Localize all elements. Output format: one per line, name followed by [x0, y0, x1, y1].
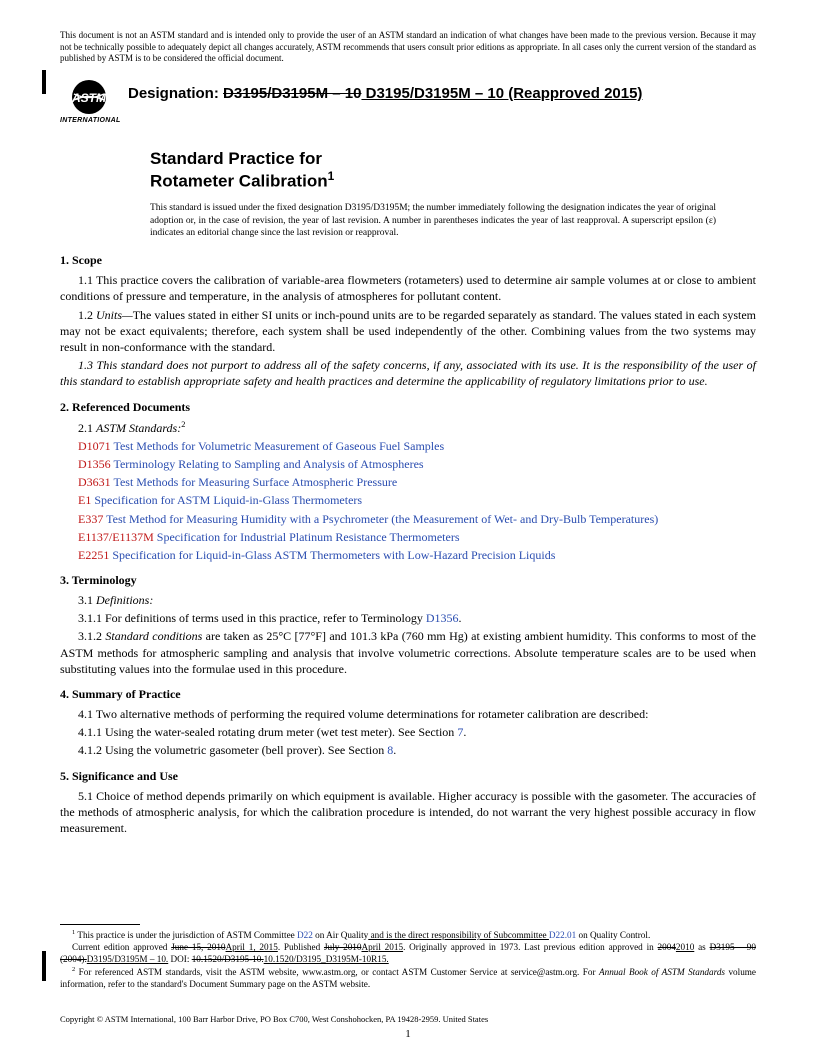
ref-code[interactable]: E1 [78, 493, 91, 507]
para-3-1-2: 3.1.2 Standard conditions are taken as 2… [60, 628, 756, 677]
para-3-1-1: 3.1.1 For definitions of terms used in t… [60, 610, 756, 626]
copyright-line: Copyright © ASTM International, 100 Barr… [60, 1014, 488, 1024]
para-1-2-tag: 1.2 [78, 308, 96, 322]
para-3-1-1-c: . [459, 611, 462, 625]
f1l2-new2: April 2015 [361, 942, 403, 952]
referenced-standard: E337 Test Method for Measuring Humidity … [78, 511, 756, 527]
para-4-1-2-a: 4.1.2 Using the volumetric gasometer (be… [78, 743, 387, 757]
referenced-standard: E1137/E1137M Specification for Industria… [78, 529, 756, 545]
f1l2-old1: June 15, 2010 [171, 942, 225, 952]
f1l2-new3: 2010 [676, 942, 694, 952]
fixed-designation-note: This standard is issued under the fixed … [150, 202, 716, 239]
footnote-1-line2: Current edition approved June 15, 2010Ap… [60, 942, 756, 966]
para-4-1-2: 4.1.2 Using the volumetric gasometer (be… [60, 742, 756, 758]
para-1-2: 1.2 Units—The values stated in either SI… [60, 307, 756, 356]
f1l2-new1: April 1, 2015 [226, 942, 278, 952]
foot1-c: on Air Quality [313, 930, 368, 940]
ref-title[interactable]: Test Methods for Volumetric Measurement … [111, 439, 444, 453]
page-number: 1 [0, 1028, 816, 1040]
para-1-2-label: Units— [96, 308, 133, 322]
title-line2: Rotameter Calibration [150, 172, 328, 191]
ref-code[interactable]: D1356 [78, 457, 111, 471]
para-3-1-2-tag: 3.1.2 [78, 629, 105, 643]
para-4-1-2-c: . [393, 743, 396, 757]
referenced-standard: D1071 Test Methods for Volumetric Measur… [78, 438, 756, 454]
footnotes: 1 This practice is under the jurisdictio… [60, 924, 756, 991]
para-1-3: 1.3 This standard does not purport to ad… [60, 357, 756, 389]
designation-old: D3195/D3195M – 10 [223, 85, 361, 102]
svg-text:ASTM: ASTM [71, 91, 107, 105]
para-1-1: 1.1 This practice covers the calibration… [60, 272, 756, 304]
ref-title[interactable]: Test Methods for Measuring Surface Atmos… [111, 475, 398, 489]
sec3-head: 3. Terminology [60, 573, 756, 588]
ref-title[interactable]: Specification for Liquid-in-Glass ASTM T… [109, 548, 555, 562]
logo-caption: INTERNATIONAL [60, 117, 118, 124]
para-4-1-1-a: 4.1.1 Using the water-sealed rotating dr… [78, 725, 457, 739]
para-3-1-2-label: Standard conditions [105, 629, 202, 643]
title-superscript: 1 [328, 169, 335, 183]
ref-title[interactable]: Test Method for Measuring Humidity with … [103, 512, 658, 526]
sec5-head: 5. Significance and Use [60, 769, 756, 784]
footnote-rule [60, 924, 140, 925]
foot2-b: Annual Book of ASTM Standards [599, 967, 725, 977]
referenced-standard: D3631 Test Methods for Measuring Surface… [78, 474, 756, 490]
para-3-1: 3.1 Definitions: [60, 592, 756, 608]
para-5-1: 5.1 Choice of method depends primarily o… [60, 788, 756, 837]
f1l2-old3: 2004 [658, 942, 676, 952]
designation-label: Designation: [128, 85, 223, 102]
para-2-1: 2.1 ASTM Standards:2 [60, 419, 756, 436]
change-bar-footnote [42, 951, 46, 981]
ref-title[interactable]: Specification for ASTM Liquid-in-Glass T… [91, 493, 362, 507]
title-line1: Standard Practice for [150, 148, 756, 169]
foot1-c2: and is the direct responsibility of Subc… [368, 930, 549, 940]
f1l2-a: Current edition approved [72, 942, 171, 952]
para-3-1-tag: 3.1 [78, 593, 96, 607]
ref-title[interactable]: Terminology Relating to Sampling and Ana… [111, 457, 424, 471]
para-2-1-label: ASTM Standards: [96, 421, 181, 435]
footnote-1: 1 This practice is under the jurisdictio… [60, 929, 756, 942]
ref-code[interactable]: E337 [78, 512, 103, 526]
foot1-link-d22[interactable]: D22 [297, 930, 313, 940]
designation-new: D3195/D3195M – 10 (Reapproved 2015) [361, 85, 642, 102]
f1l2-b: . Published [278, 942, 324, 952]
ref-code[interactable]: D3631 [78, 475, 111, 489]
designation-header: ASTM INTERNATIONAL Designation: D3195/D3… [60, 79, 756, 124]
foot2-a: For referenced ASTM standards, visit the… [75, 967, 599, 977]
ref-code[interactable]: D1071 [78, 439, 111, 453]
para-1-2-body: The values stated in either SI units or … [60, 308, 756, 354]
foot1-a: This practice is under the jurisdiction … [75, 930, 297, 940]
para-3-1-1-a: 3.1.1 For definitions of terms used in t… [78, 611, 426, 625]
para-2-1-tag: 2.1 [78, 421, 96, 435]
ref-code[interactable]: E1137/E1137M [78, 530, 154, 544]
change-bar-header [42, 70, 46, 94]
astm-logo: ASTM INTERNATIONAL [60, 79, 118, 124]
ref-code[interactable]: E2251 [78, 548, 109, 562]
designation-line: Designation: D3195/D3195M – 10 D3195/D31… [128, 79, 642, 102]
foot1-e: on Quality Control. [576, 930, 650, 940]
foot1-link-d2201[interactable]: D22.01 [549, 930, 576, 940]
f1l2-c: . Originally approved in 1973. Last prev… [403, 942, 657, 952]
sec4-head: 4. Summary of Practice [60, 687, 756, 702]
sec1-head: 1. Scope [60, 253, 756, 268]
f1l3-old2: 10.1520/D3195-10. [192, 954, 264, 964]
title-block: Standard Practice for Rotameter Calibrat… [150, 148, 756, 192]
referenced-standard: E1 Specification for ASTM Liquid-in-Glas… [78, 492, 756, 508]
para-2-1-sup: 2 [181, 420, 185, 429]
f1l2-old2: July 2010 [324, 942, 362, 952]
para-4-1-1: 4.1.1 Using the water-sealed rotating dr… [60, 724, 756, 740]
footnote-2: 2 For referenced ASTM standards, visit t… [60, 966, 756, 991]
f1l2-d: as [694, 942, 709, 952]
ref-title[interactable]: Specification for Industrial Platinum Re… [154, 530, 460, 544]
top-disclaimer: This document is not an ASTM standard an… [60, 30, 756, 65]
sec2-head: 2. Referenced Documents [60, 400, 756, 415]
para-3-1-1-link[interactable]: D1356 [426, 611, 459, 625]
para-4-1-1-c: . [463, 725, 466, 739]
f1l3-new2: 10.1520/D3195_D3195M-10R15. [264, 954, 389, 964]
f1l3-new: D3195/D3195M – 10. [87, 954, 168, 964]
referenced-standard: D1356 Terminology Relating to Sampling a… [78, 456, 756, 472]
para-3-1-label: Definitions: [96, 593, 153, 607]
f1l3-a: DOI: [168, 954, 191, 964]
para-4-1: 4.1 Two alternative methods of performin… [60, 706, 756, 722]
referenced-standard: E2251 Specification for Liquid-in-Glass … [78, 547, 756, 563]
